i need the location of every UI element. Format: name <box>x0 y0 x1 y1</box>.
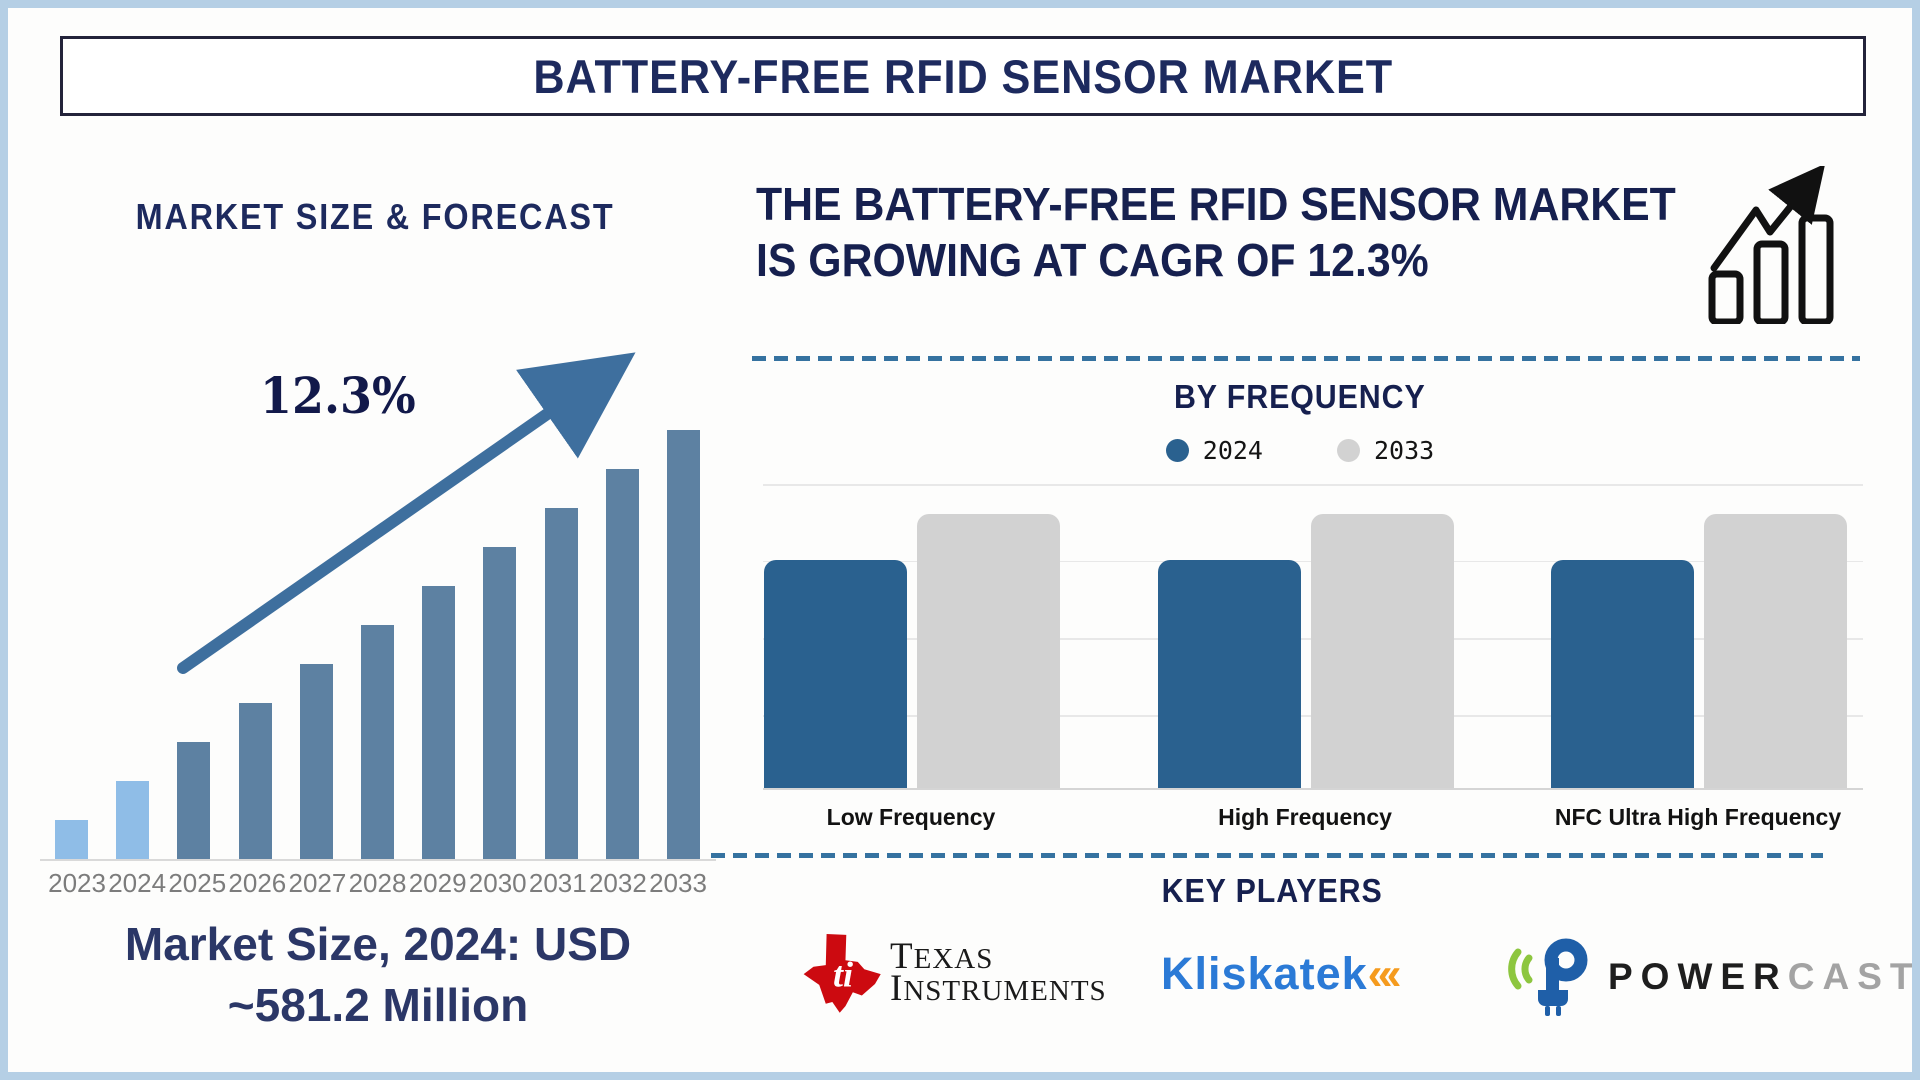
logo-powercast: POWERCAST® <box>1504 938 1912 1016</box>
logo-kliskatek: Kliskatek«‹ <box>1161 948 1402 1000</box>
year-label-2026: 2026 <box>228 868 287 898</box>
freq-category-label-0: Low Frequency <box>826 804 996 830</box>
forecast-bar-2032 <box>605 469 639 859</box>
right-headline-line2: IS GROWING AT CAGR OF 12.3% <box>756 234 1429 286</box>
year-label-2027: 2027 <box>288 868 347 898</box>
forecast-bar-2031 <box>544 508 578 859</box>
title-box: BATTERY-FREE RFID SENSOR MARKET <box>60 36 1866 116</box>
forecast-bar-2026 <box>238 703 272 859</box>
year-label-2023: 2023 <box>48 868 106 898</box>
freq-bar-2033-0 <box>917 514 1060 788</box>
year-label-2030: 2030 <box>468 868 527 898</box>
key-players-title: KEY PLAYERS <box>1161 872 1384 909</box>
infographic-canvas: BATTERY-FREE RFID SENSOR MARKET MARKET S… <box>8 8 1912 1072</box>
legend-item-2024: 2024 <box>1165 436 1263 465</box>
left-chart-heading: MARKET SIZE & FORECAST <box>135 196 615 237</box>
forecast-bars <box>47 423 708 859</box>
forecast-bar-2030 <box>483 547 517 859</box>
market-size-line2: ~581.2 Million <box>227 979 529 1031</box>
freq-bar-2024-0 <box>764 560 907 788</box>
year-label-2028: 2028 <box>348 868 407 898</box>
forecast-bar-2027 <box>299 664 333 859</box>
powercast-wordmark: POWERCAST® <box>1608 956 1912 997</box>
forecast-bar-2033 <box>666 430 700 859</box>
freq-bar-2033-1 <box>1311 514 1454 788</box>
growth-chart-icon <box>1708 166 1834 324</box>
kliskatek-chevrons-icon: «‹ <box>1367 948 1402 999</box>
powercast-plug-icon <box>1508 938 1588 1016</box>
market-size-line1: Market Size, 2024: USD <box>124 918 632 970</box>
forecast-bar-2025 <box>177 742 211 859</box>
legend-label-2024: 2024 <box>1202 436 1263 465</box>
forecast-bar-2024 <box>116 781 150 859</box>
right-headline: THE BATTERY-FREE RFID SENSOR MARKET IS G… <box>756 176 1706 288</box>
legend-dot-2033 <box>1337 439 1360 462</box>
right-headline-line1: THE BATTERY-FREE RFID SENSOR MARKET <box>756 178 1676 230</box>
texas-state-icon: ti <box>803 934 881 1013</box>
freq-bar-2024-1 <box>1158 560 1301 788</box>
year-label-2032: 2032 <box>588 868 647 898</box>
cagr-value-label: 12.3% <box>260 366 416 425</box>
freq-category-label-1: High Frequency <box>1218 804 1392 830</box>
forecast-bar-2023 <box>55 820 88 859</box>
freq-bar-2033-2 <box>1704 514 1847 788</box>
freq-category-label-2: NFC Ultra High Frequency <box>1554 804 1842 830</box>
forecast-bar-2029 <box>422 586 456 859</box>
year-label-2033: 2033 <box>649 868 707 898</box>
kliskatek-wordmark: Kliskatek <box>1161 948 1368 999</box>
page-title: BATTERY-FREE RFID SENSOR MARKET <box>533 49 1393 103</box>
legend-item-2033: 2033 <box>1337 436 1434 465</box>
logo-texas-instruments: ti TEXAS INSTRUMENTS <box>802 932 1107 1018</box>
growth-trend-arrow <box>177 352 636 674</box>
by-frequency-title: BY FREQUENCY <box>1174 378 1426 415</box>
freq-bar-2024-2 <box>1551 560 1694 788</box>
forecast-bar-2028 <box>360 625 394 859</box>
ti-monogram: ti <box>833 954 853 994</box>
legend-label-2033: 2033 <box>1374 436 1435 465</box>
by-frequency-plot <box>763 484 1863 790</box>
year-label-2024: 2024 <box>108 868 167 898</box>
ti-wordmark: TEXAS INSTRUMENTS <box>890 936 1107 1009</box>
legend-dot-2024 <box>1165 439 1189 462</box>
by-frequency-legend: 2024 2033 <box>750 436 1850 465</box>
dashed-divider-top <box>752 356 1860 361</box>
dashed-divider-bottom <box>711 853 1823 858</box>
year-label-2029: 2029 <box>408 868 467 898</box>
gridline <box>763 484 1863 486</box>
year-label-2025: 2025 <box>168 868 227 898</box>
market-size-note: Market Size, 2024: USD ~581.2 Million <box>48 914 708 1036</box>
forecast-x-axis <box>40 859 716 861</box>
forecast-year-labels: 2023 2024 2025 2026 2027 2028 2029 2030 2031 2032… <box>47 868 708 899</box>
year-label-2031: 2031 <box>528 868 587 898</box>
